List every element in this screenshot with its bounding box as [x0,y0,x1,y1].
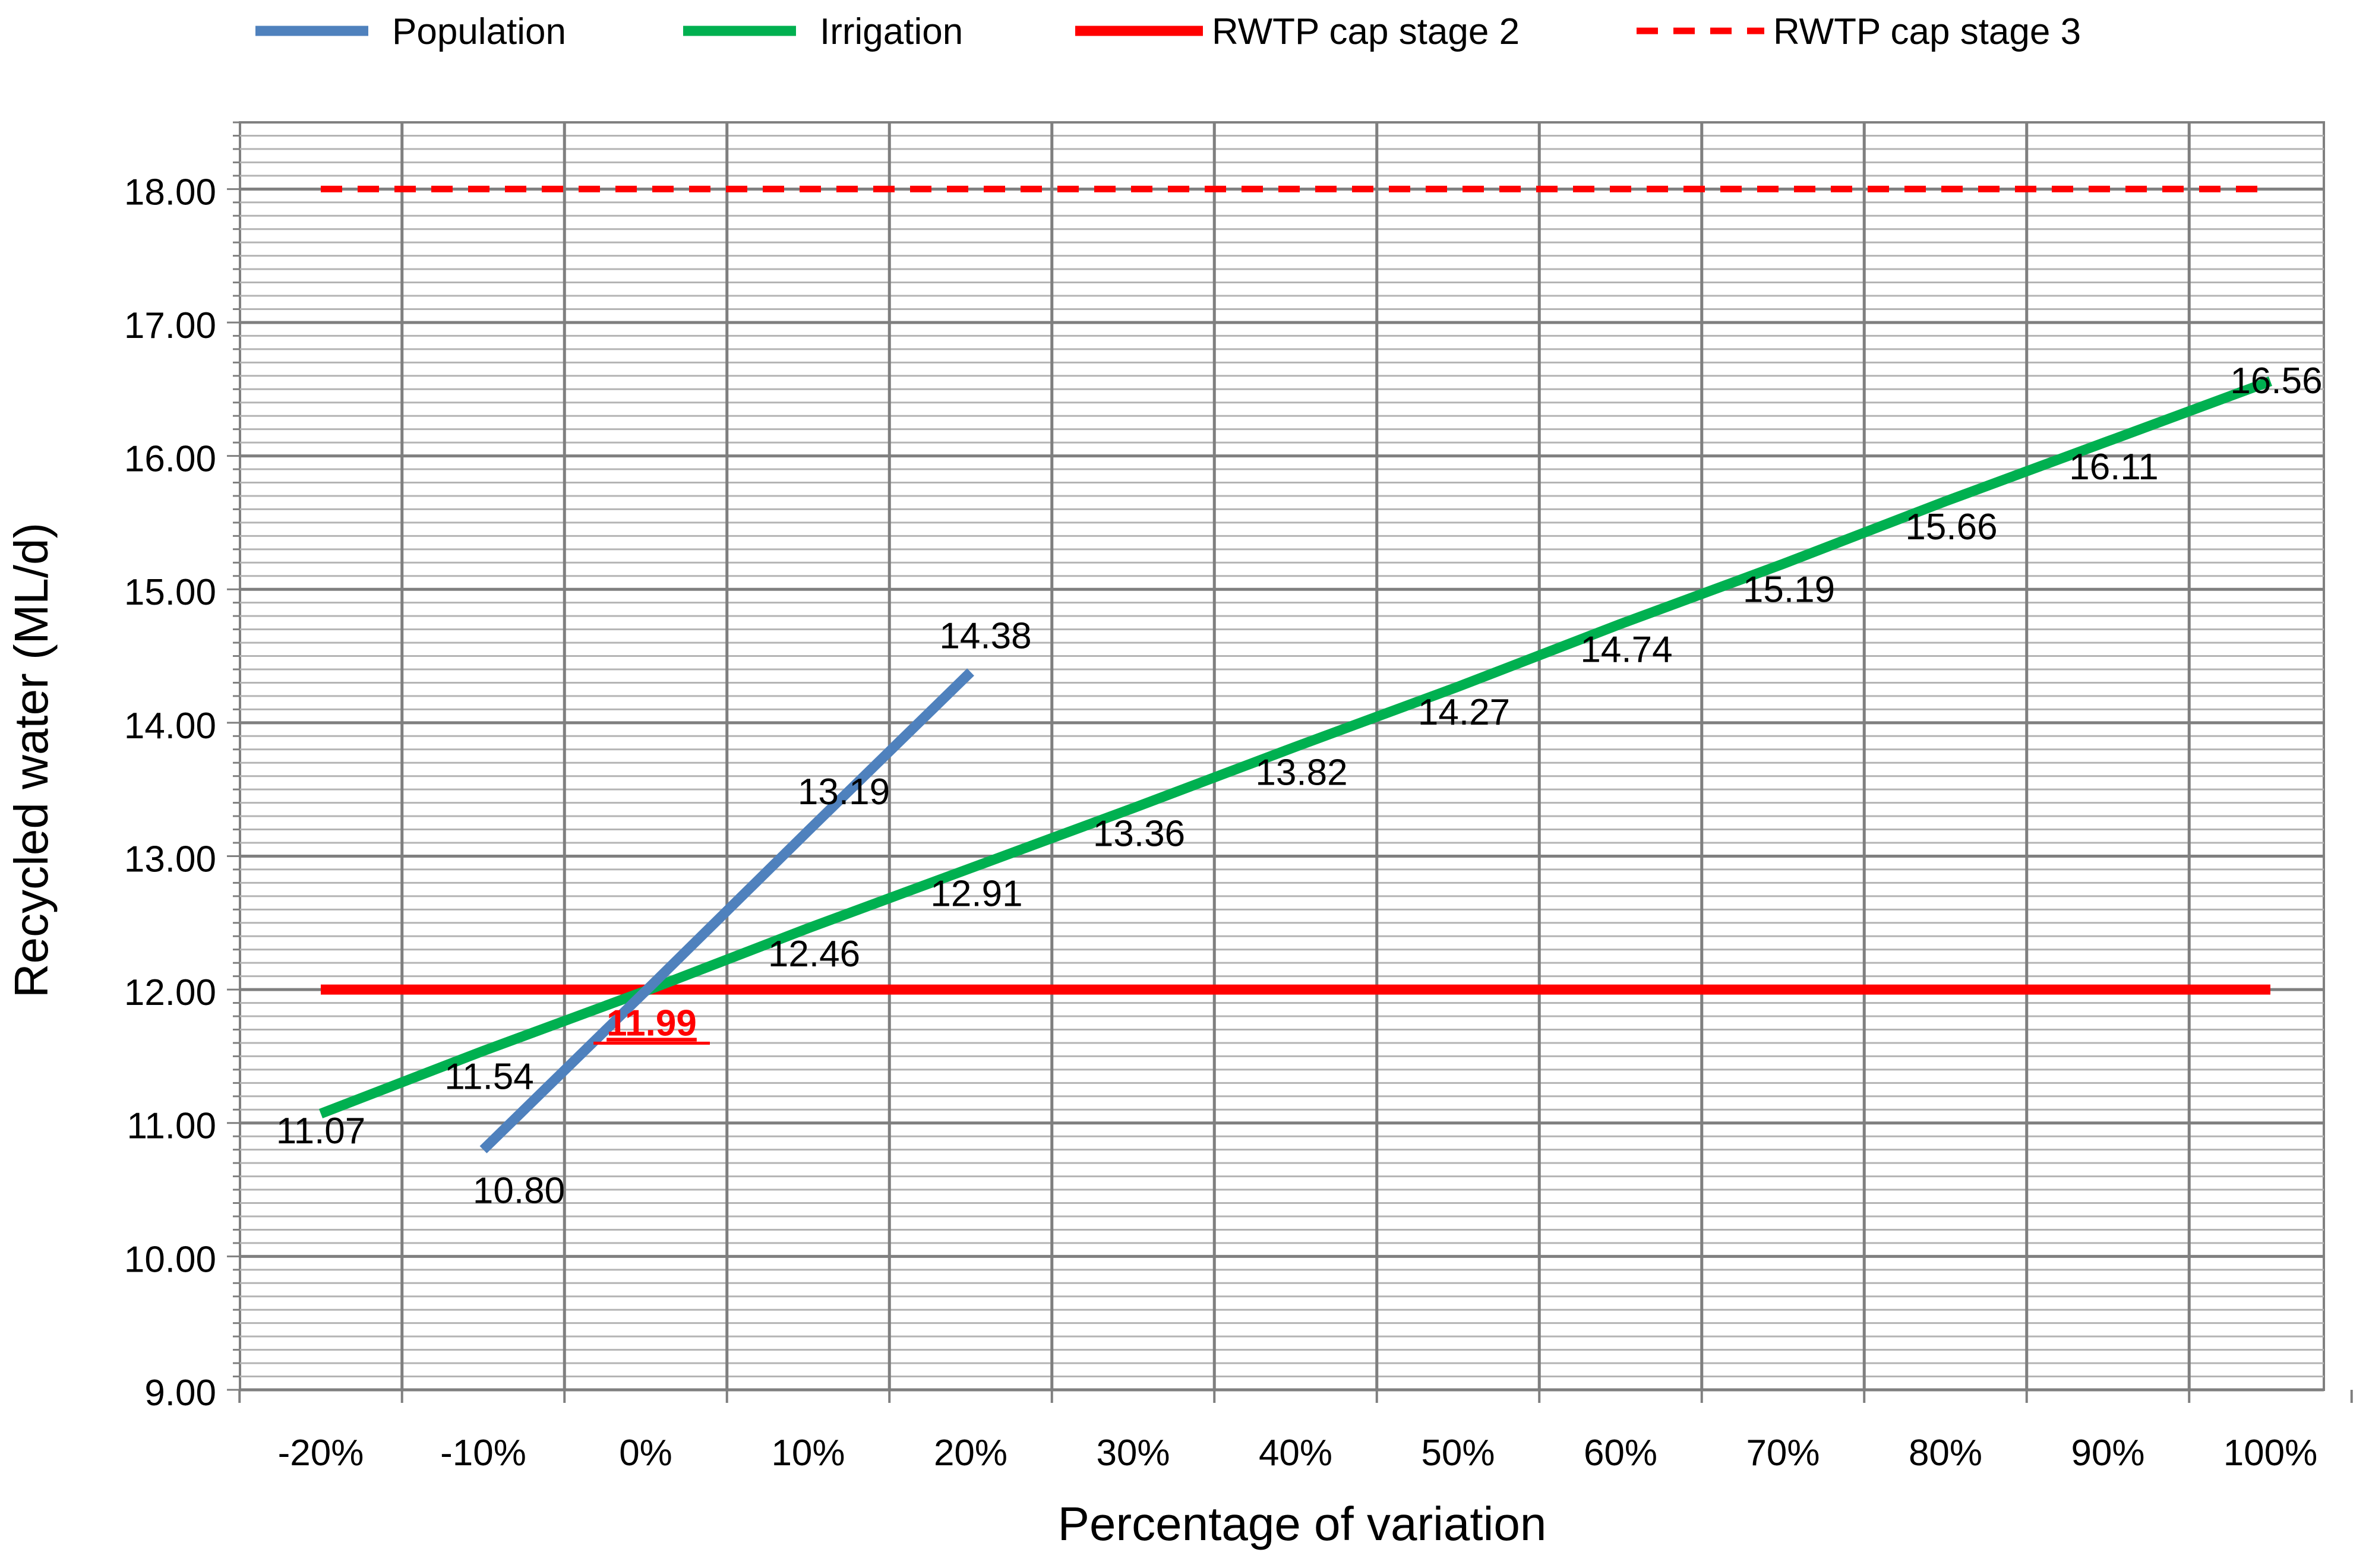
legend-item-population: Population [255,11,566,52]
x-tick-label: 70% [1746,1433,1820,1474]
annotations: 11.99 [593,1003,710,1045]
x-tick-label: 10% [771,1433,845,1474]
legend-item-rwtp-cap-stage-2: RWTP cap stage 2 [1075,11,1520,52]
data-label-population: 13.19 [798,772,890,813]
series-line-population [479,668,974,1153]
annotation-label: 11.99 [607,1003,697,1044]
data-label-irrigation: 12.46 [768,934,860,975]
data-label-irrigation: 16.11 [2069,447,2159,488]
y-tick-label: 12.00 [124,972,216,1013]
data-label-irrigation: 16.56 [2230,361,2322,402]
gridlines [227,121,2353,1403]
x-axis-title: Percentage of variation [1058,1497,1547,1550]
x-tick-label: 0% [619,1433,672,1474]
data-label-irrigation: 13.36 [1093,814,1185,855]
x-tick-label: -20% [278,1433,364,1474]
data-label-irrigation: 11.54 [444,1056,534,1097]
data-label-irrigation: 13.82 [1255,752,1347,793]
x-tick-label: 60% [1584,1433,1657,1474]
y-tick-label: 15.00 [124,572,216,613]
data-label-irrigation: 14.27 [1418,692,1510,733]
y-axis: 9.00 10.00 11.00 12.00 13.00 14.00 15.00 16.00 1… [124,172,216,1414]
legend-label-population: Population [392,11,566,52]
legend-item-irrigation: Irrigation [683,11,963,52]
series-lines [318,185,2272,1153]
x-tick-label: 40% [1259,1433,1332,1474]
y-tick-label: 16.00 [124,439,216,480]
data-label-irrigation: 15.66 [1905,507,1997,548]
y-axis-title: Recycled water (ML/d) [5,523,58,998]
x-tick-label: 100% [2223,1433,2318,1474]
data-point-population [483,1149,484,1150]
x-tick-label: 50% [1421,1433,1495,1474]
x-tick-label: -10% [440,1433,526,1474]
x-tick-label: 90% [2071,1433,2144,1474]
y-tick-label: 9.00 [144,1373,216,1414]
y-tick-label: 17.00 [124,305,216,346]
y-tick-label: 18.00 [124,172,216,213]
legend-item-rwtp-cap-stage-3: RWTP cap stage 3 [1637,11,2081,52]
data-label-population: 10.80 [473,1171,565,1212]
x-tick-label: 20% [934,1433,1007,1474]
data-label-irrigation: 12.91 [930,874,1022,915]
legend-label-irrigation: Irrigation [820,11,963,52]
data-labels: 10.80 13.19 14.38 11.07 11.54 12.46 12.91 13.36… [276,361,2323,1212]
data-label-irrigation: 11.07 [276,1111,366,1152]
legend-label-rwtp-cap-stage-2: RWTP cap stage 2 [1212,11,1520,52]
y-tick-label: 13.00 [124,839,216,880]
x-tick-label: 80% [1909,1433,1982,1474]
y-tick-label: 11.00 [127,1106,216,1147]
data-label-irrigation: 15.19 [1743,570,1835,611]
legend-label-rwtp-cap-stage-3: RWTP cap stage 3 [1773,11,2081,52]
y-tick-label: 10.00 [124,1239,216,1280]
y-tick-label: 14.00 [124,706,216,747]
x-tick-label: 30% [1096,1433,1170,1474]
data-label-population: 14.38 [939,615,1031,656]
x-axis: -20% -10% 0% 10% 20% 30% 40% 50% 60% 70% 80% 90% 100… [278,1433,2318,1474]
legend: Population Irrigation RWTP cap stage 2 RWTP… [255,11,2081,52]
data-label-irrigation: 14.74 [1580,630,1672,671]
